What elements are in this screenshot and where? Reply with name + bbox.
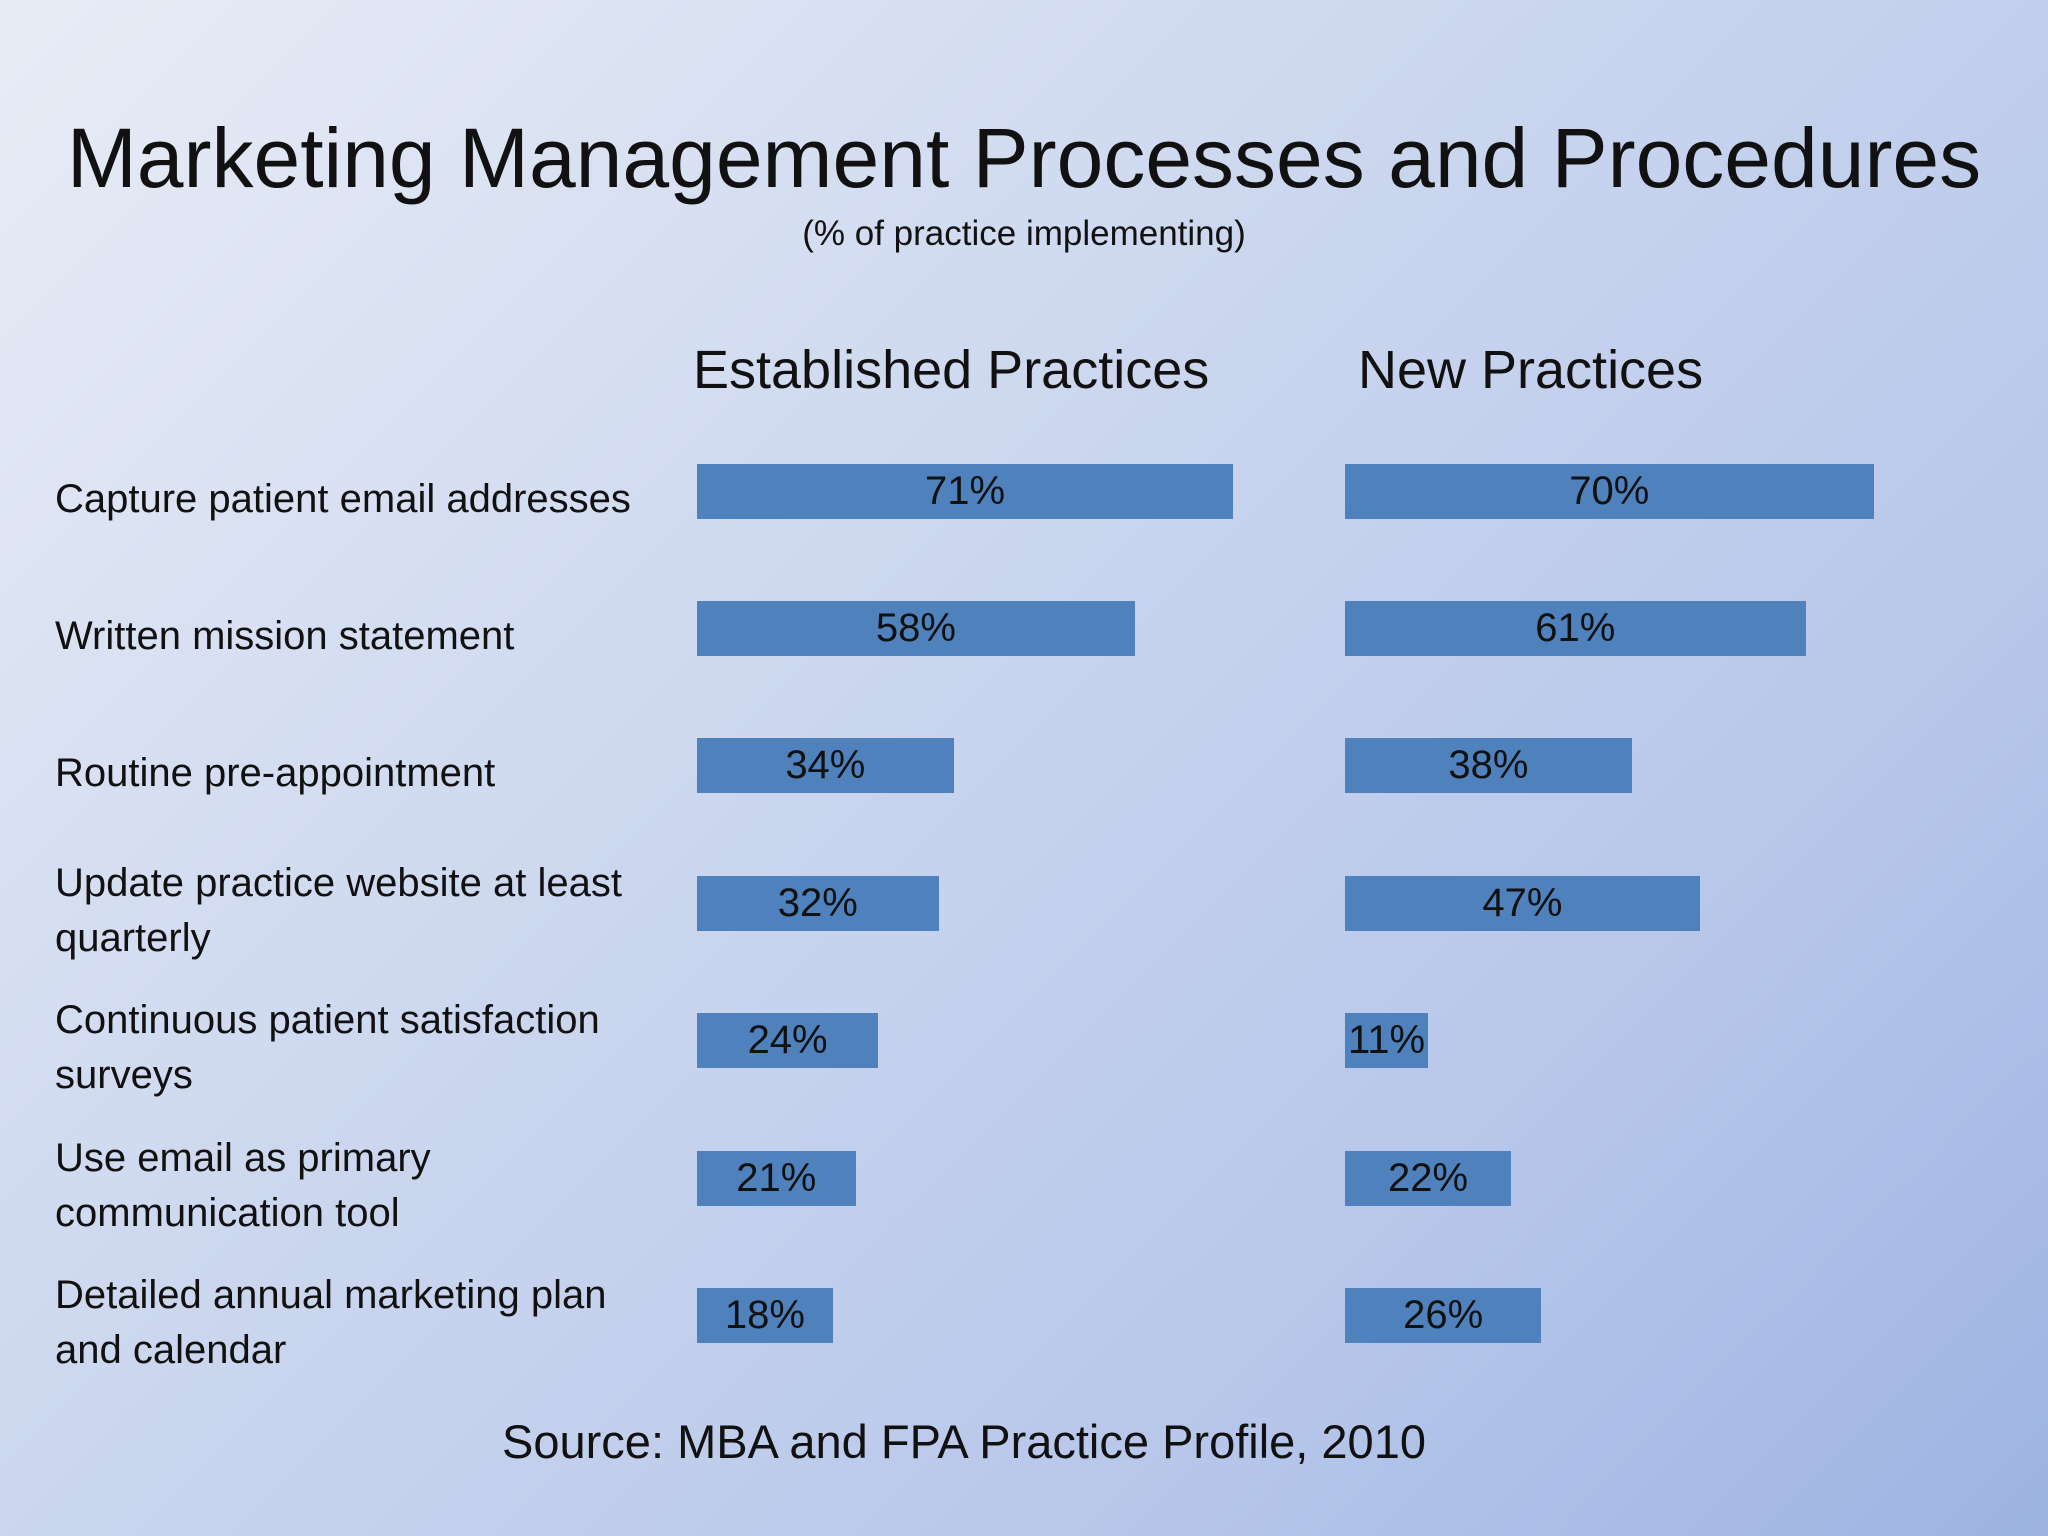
slide-title: Marketing Management Processes and Proce… bbox=[66, 111, 1982, 205]
bar-value-label: 58% bbox=[875, 605, 956, 650]
bar-value-label: 32% bbox=[777, 880, 858, 925]
bar-value-label: 34% bbox=[785, 742, 866, 787]
bar-new bbox=[1345, 463, 1874, 519]
bar-established bbox=[697, 737, 954, 793]
bar-value-label: 38% bbox=[1448, 742, 1529, 787]
bar-value-label: 70% bbox=[1569, 468, 1650, 513]
category-label: Continuous patient satisfaction surveys bbox=[55, 998, 600, 1097]
bar-new bbox=[1345, 600, 1806, 656]
bar-value-label: 21% bbox=[736, 1155, 817, 1200]
bar-value-label: 22% bbox=[1388, 1155, 1469, 1200]
bar-established bbox=[697, 1287, 833, 1343]
category-label: Update practice website at least quarter… bbox=[55, 861, 622, 960]
bar-value-label: 61% bbox=[1535, 605, 1616, 650]
bar-established bbox=[697, 1150, 856, 1206]
category-label: Routine pre-appointment bbox=[55, 750, 496, 795]
bar-value-label: 47% bbox=[1482, 880, 1563, 925]
bar-established bbox=[697, 600, 1135, 656]
category-label: Written mission statement bbox=[55, 613, 515, 658]
bar-value-label: 18% bbox=[724, 1292, 805, 1337]
source-note: Source: MBA and FPA Practice Profile, 20… bbox=[502, 1415, 1426, 1468]
bar-new bbox=[1345, 1012, 1429, 1068]
bar-value-label: 26% bbox=[1403, 1292, 1484, 1337]
series-header-1: Established Practices bbox=[693, 340, 1210, 400]
bar-new bbox=[1345, 1287, 1542, 1343]
bar-established bbox=[697, 1012, 879, 1068]
series-header-2: New Practices bbox=[1358, 340, 1704, 400]
bar-established bbox=[697, 875, 939, 931]
slide-subtitle: (% of practice implementing) bbox=[802, 214, 1246, 253]
bar-value-label: 71% bbox=[924, 468, 1006, 513]
bar-value-label: 24% bbox=[747, 1017, 828, 1062]
category-label: Capture patient email addresses bbox=[55, 476, 631, 521]
bar-established bbox=[697, 463, 1234, 519]
category-label: Use email as primary communication tool bbox=[55, 1136, 431, 1235]
bar-value-label: 11% bbox=[1347, 1017, 1426, 1062]
bar-new bbox=[1345, 737, 1632, 793]
bar-new bbox=[1345, 875, 1700, 931]
category-label: Detailed annual marketing plan and calen… bbox=[55, 1273, 607, 1372]
bar-new bbox=[1345, 1150, 1512, 1206]
